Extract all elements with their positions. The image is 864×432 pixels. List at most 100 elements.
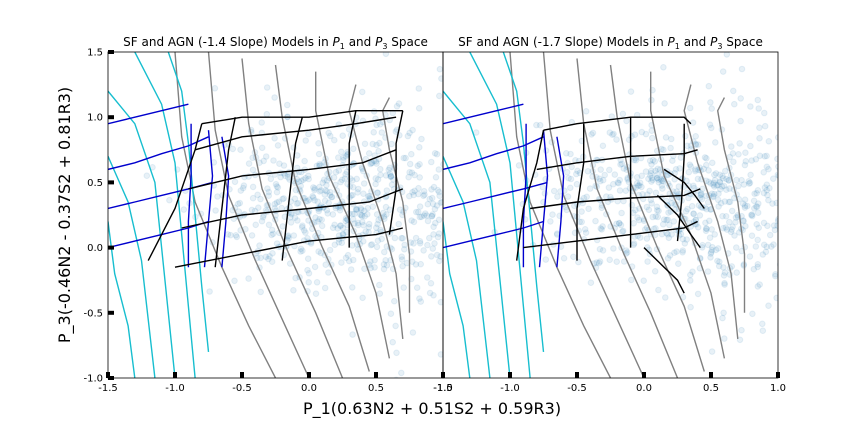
data-point (737, 117, 744, 125)
data-point (326, 246, 334, 254)
data-point (714, 245, 722, 252)
data-point (353, 175, 361, 183)
data-point (409, 188, 416, 196)
data-point (436, 192, 443, 200)
data-point (306, 196, 313, 203)
data-point (265, 221, 273, 229)
data-point (655, 179, 663, 186)
data-point (652, 213, 660, 220)
data-point (806, 235, 812, 241)
model-grid-line (281, 117, 303, 261)
data-point (420, 192, 427, 200)
data-point (143, 172, 151, 179)
data-point (716, 178, 724, 185)
data-point (747, 142, 754, 150)
data-point (613, 136, 620, 143)
data-point (433, 202, 441, 209)
data-point (438, 75, 443, 82)
data-point (401, 246, 408, 253)
data-point (416, 213, 424, 221)
model-grid-3 (443, 103, 565, 268)
data-point (729, 150, 737, 157)
data-point (753, 203, 761, 210)
data-point (597, 225, 605, 232)
data-point (311, 186, 318, 194)
data-point (478, 174, 484, 180)
data-point (431, 150, 439, 157)
data-point (396, 206, 404, 213)
data-point (281, 172, 289, 180)
data-point (350, 145, 357, 153)
data-point (237, 146, 244, 153)
data-point (393, 349, 400, 357)
data-point (349, 191, 356, 199)
data-point (698, 191, 705, 198)
data-point (272, 180, 280, 188)
model-grid-line (538, 130, 549, 268)
data-point (316, 183, 323, 191)
data-point (266, 252, 273, 260)
data-point (446, 147, 452, 153)
data-point (427, 280, 435, 287)
data-point (676, 165, 683, 172)
data-point (737, 95, 745, 102)
data-point (573, 170, 580, 178)
data-point (649, 213, 657, 221)
data-point (772, 272, 778, 280)
model-grid-line (201, 110, 403, 125)
data-point (297, 182, 305, 190)
data-point (745, 180, 753, 187)
data-point (274, 142, 282, 149)
data-point (360, 198, 368, 205)
data-point (774, 217, 778, 225)
data-point (391, 297, 398, 305)
data-point (732, 214, 740, 221)
data-point (689, 119, 697, 126)
data-point (297, 248, 304, 255)
data-point (420, 212, 428, 219)
data-point (708, 348, 716, 355)
data-point (597, 166, 605, 173)
data-point (751, 190, 758, 197)
data-point (620, 227, 627, 235)
data-point (372, 180, 379, 188)
model-grid-line (576, 123, 585, 261)
data-point (487, 210, 493, 216)
data-point (707, 250, 715, 257)
data-point (780, 144, 786, 150)
data-point (389, 338, 397, 346)
model-grid-line (502, 52, 545, 352)
data-point (361, 140, 369, 148)
data-point (437, 253, 443, 260)
data-point (410, 218, 418, 226)
data-point (442, 196, 443, 202)
data-point (726, 218, 733, 226)
data-point (723, 226, 731, 233)
data-point (381, 248, 388, 256)
data-point (687, 163, 695, 170)
data-point (280, 162, 288, 169)
data-point (276, 160, 283, 167)
data-point (364, 204, 372, 212)
data-point (354, 189, 361, 196)
data-point (773, 294, 778, 302)
data-point (647, 172, 654, 179)
data-point (342, 217, 350, 225)
data-point (638, 128, 646, 136)
data-point (399, 235, 407, 242)
data-point (275, 198, 283, 205)
data-point (633, 179, 641, 187)
data-point (745, 178, 753, 185)
y-tick-label: 0.5 (87, 178, 103, 189)
data-point (366, 193, 373, 200)
data-point (262, 253, 270, 261)
data-point (458, 170, 464, 176)
data-point (428, 158, 435, 166)
data-point (667, 144, 674, 152)
model-grid-2 (443, 52, 545, 378)
data-point (367, 258, 374, 265)
data-point (245, 160, 253, 167)
data-point (685, 168, 693, 176)
data-point (635, 216, 643, 224)
data-point (320, 176, 328, 183)
